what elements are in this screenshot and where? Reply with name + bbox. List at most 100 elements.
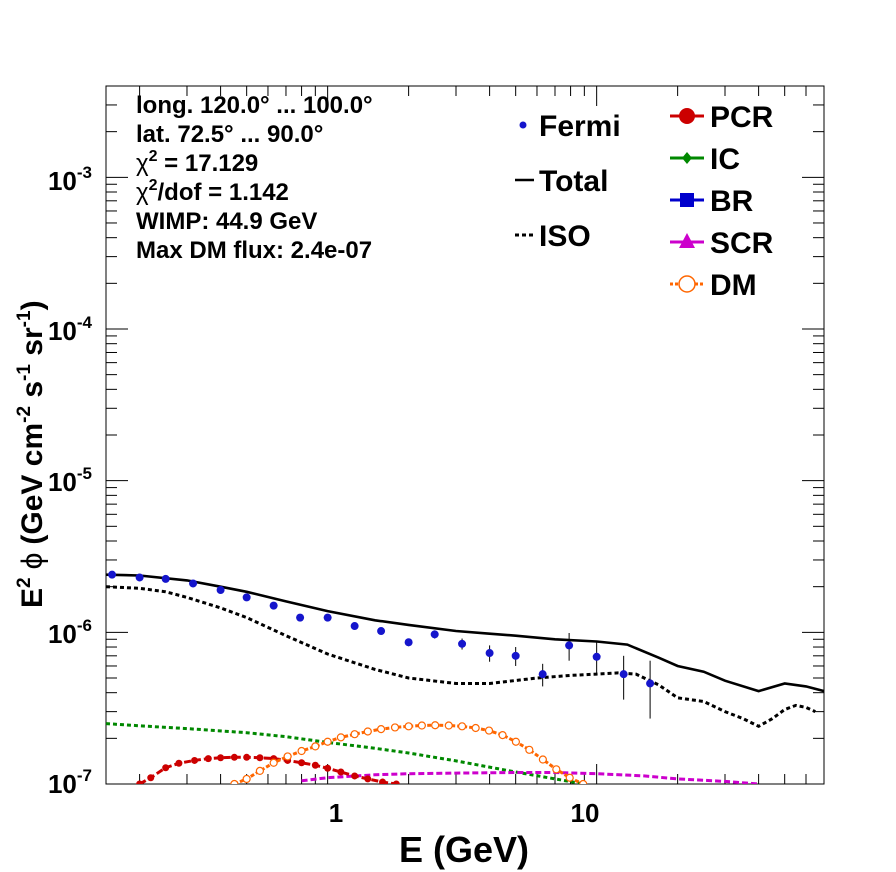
legend-label-total: Total	[539, 165, 608, 198]
x-tick-label: 10	[571, 798, 600, 828]
y-tick-label: 10-7	[48, 766, 92, 799]
fermi-point	[189, 579, 198, 588]
marker-dm	[350, 730, 359, 739]
legend-marker-br	[680, 193, 694, 207]
marker-dm	[283, 752, 292, 761]
fermi-point	[108, 570, 117, 579]
marker-dm	[457, 722, 467, 731]
legend-marker-pcr	[679, 108, 695, 124]
marker-pcr	[191, 756, 199, 764]
marker-pcr	[298, 759, 306, 767]
marker-dm	[269, 758, 278, 767]
marker-dm	[297, 746, 306, 756]
info-block: long. 120.0° ... 100.0° lat. 72.5° ... 9…	[136, 92, 373, 264]
fermi-point	[161, 574, 170, 583]
marker-dm	[404, 722, 413, 731]
legend-marker-fermi	[519, 121, 527, 129]
marker-pcr	[337, 768, 345, 776]
series-iso	[106, 585, 816, 728]
marker-dm	[417, 721, 426, 730]
marker-pcr	[243, 753, 251, 761]
series-ic	[106, 722, 585, 784]
legend-marker-dm	[678, 275, 696, 293]
series-scr	[301, 771, 759, 784]
x-axis-title: E (GeV)	[399, 829, 529, 870]
y-axis-title: E2ϕ(GeV cm-2 s-1 sr-1)	[14, 300, 49, 608]
marker-dm	[552, 765, 561, 774]
marker-dm	[431, 721, 440, 730]
fermi-point	[350, 622, 359, 631]
legend-left: Fermi Total ISO	[515, 110, 621, 253]
marker-dm	[579, 779, 588, 784]
fermi-point	[430, 630, 439, 639]
marker-dm	[363, 727, 372, 736]
fermi-points	[108, 570, 655, 719]
marker-dm	[336, 733, 345, 742]
marker-dm	[390, 723, 400, 732]
marker-pcr	[392, 780, 400, 784]
fermi-point	[646, 679, 655, 688]
x-tick-label: 1	[329, 798, 343, 828]
fermi-point	[592, 652, 601, 661]
marker-pcr	[204, 755, 212, 763]
series-total	[106, 573, 824, 693]
info-line: long. 120.0° ... 100.0°	[136, 92, 373, 119]
marker-pcr	[175, 759, 183, 767]
fermi-point	[485, 649, 494, 658]
y-tick-label: 10-3	[48, 163, 92, 196]
info-line: WIMP: 44.9 GeV	[136, 208, 317, 235]
marker-pcr	[364, 775, 372, 783]
marker-pcr	[162, 764, 170, 772]
legend-label-scr: SCR	[710, 227, 774, 260]
legend-label-dm: DM	[710, 269, 757, 302]
marker-dm	[511, 737, 521, 746]
info-line: χ2/dof = 1.142	[136, 177, 289, 206]
legend-label-iso: ISO	[539, 220, 591, 253]
marker-dm	[323, 737, 332, 746]
marker-pcr	[217, 754, 225, 762]
marker-dm	[484, 726, 494, 735]
marker-dm	[498, 731, 507, 740]
fermi-point	[404, 638, 413, 647]
fermi-point	[216, 586, 225, 595]
marker-pcr	[324, 764, 332, 772]
marker-dm	[565, 773, 574, 782]
marker-pcr	[256, 754, 264, 762]
y-tick-label: 10-6	[48, 616, 92, 649]
fermi-point	[377, 627, 386, 636]
info-line: χ2 = 17.129	[136, 148, 258, 177]
marker-pcr	[311, 761, 319, 769]
fermi-point	[511, 651, 520, 660]
marker-dm	[471, 723, 480, 733]
marker-dm	[230, 779, 239, 784]
marker-dm	[255, 766, 265, 776]
fermi-point	[619, 670, 628, 679]
marker-pcr	[230, 753, 238, 761]
marker-pcr	[147, 774, 155, 782]
legend-label-fermi: Fermi	[539, 110, 621, 143]
fermi-point	[565, 641, 574, 650]
marker-dm	[376, 725, 386, 734]
marker-pcr	[136, 780, 144, 784]
marker-dm	[311, 742, 320, 751]
legend-label-ic: IC	[710, 143, 740, 176]
fermi-point	[135, 573, 144, 582]
marker-dm	[538, 755, 547, 764]
fermi-point	[269, 601, 278, 610]
marker-dm	[444, 721, 453, 730]
fermi-point	[458, 639, 467, 648]
marker-pcr	[379, 778, 387, 784]
marker-pcr	[351, 772, 359, 780]
marker-dm	[242, 774, 251, 784]
info-line: Max DM flux: 2.4e-07	[136, 237, 372, 264]
info-line: lat. 72.5° ... 90.0°	[136, 121, 323, 148]
legend-marker-ic	[682, 152, 692, 164]
axis-ticks	[106, 85, 825, 785]
legend-label-br: BR	[710, 185, 754, 218]
y-tick-label: 10-4	[48, 313, 93, 346]
legend-marker-scr	[679, 233, 695, 248]
series-layer	[106, 573, 824, 784]
fermi-point	[242, 593, 251, 602]
fermi-point	[538, 670, 547, 679]
